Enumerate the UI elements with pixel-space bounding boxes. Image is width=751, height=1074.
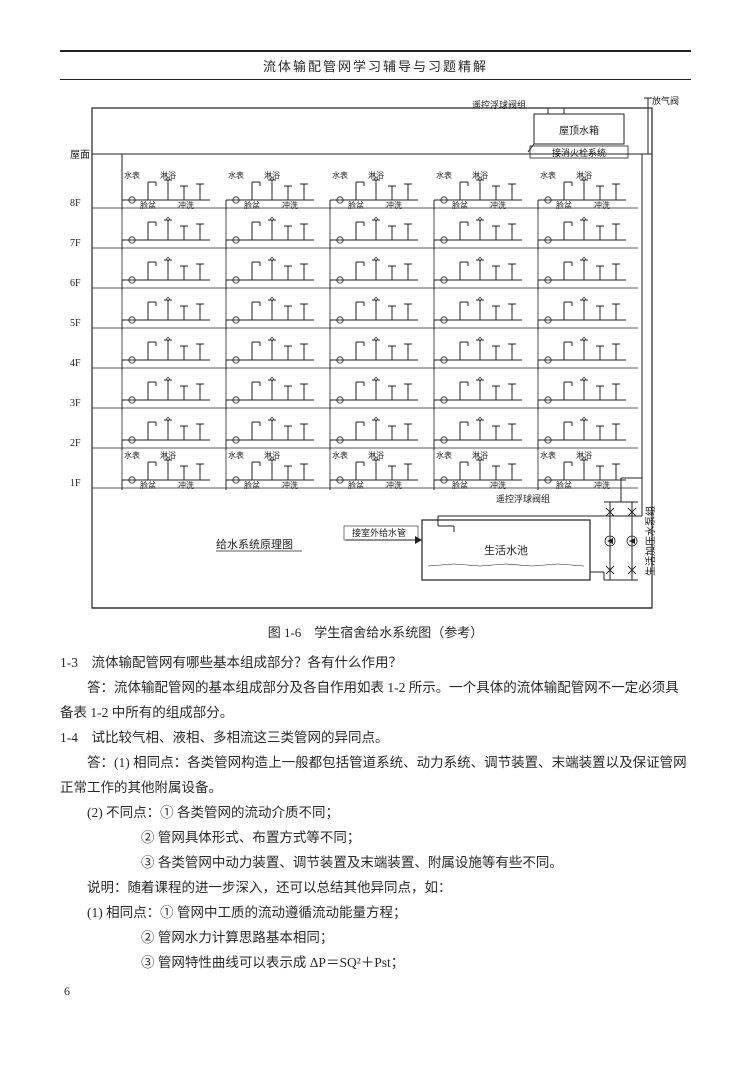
svg-text:淋浴: 淋浴 [576,450,592,460]
answer-1-4-note: 说明：随着课程的进一步深入，还可以总结其他异同点，如： [60,876,691,901]
svg-text:2F: 2F [70,438,81,449]
answer-1-4-3c: ③ 管网特性曲线可以表示成 ΔP＝SQ²＋Pst； [60,951,691,976]
svg-text:水表: 水表 [228,450,244,460]
page-number: 6 [64,984,691,999]
svg-text:屋面: 屋面 [70,149,90,161]
svg-text:8F: 8F [70,198,81,209]
svg-text:3F: 3F [70,398,81,409]
svg-text:6F: 6F [70,278,81,289]
svg-text:淋浴: 淋浴 [264,170,280,180]
page-header: 流体输配管网学习辅导与习题精解 [60,50,691,80]
svg-text:冲洗: 冲洗 [178,200,194,210]
answer-1-3: 答：流体输配管网的基本组成部分及各自作用如表 1-2 所示。一个具体的流体输配管… [60,676,691,726]
svg-text:给水系统原理图: 给水系统原理图 [216,538,293,551]
body-text: 1-3 流体输配管网有哪些基本组成部分？各有什么作用？ 答：流体输配管网的基本组… [60,651,691,976]
answer-1-4-3b: ② 管网水力计算思路基本相同； [60,926,691,951]
svg-text:4F: 4F [70,358,81,369]
svg-text:接室外给水管: 接室外给水管 [352,527,406,538]
svg-text:脸盆: 脸盆 [348,480,364,490]
svg-text:淋浴: 淋浴 [472,450,488,460]
svg-text:淋浴: 淋浴 [472,170,488,180]
svg-text:遥控浮球阀组: 遥控浮球阀组 [496,493,550,504]
svg-text:冲洗: 冲洗 [594,200,610,210]
svg-text:遥控浮球阀组: 遥控浮球阀组 [471,99,525,110]
question-1-3: 1-3 流体输配管网有哪些基本组成部分？各有什么作用？ [60,651,691,676]
svg-text:淋浴: 淋浴 [576,170,592,180]
svg-text:水表: 水表 [332,170,348,180]
svg-text:冲洗: 冲洗 [490,480,506,490]
svg-text:冲洗: 冲洗 [386,200,402,210]
answer-1-4-2c: ③ 各类管网中动力装置、调节装置及末端装置、附属设施等有些不同。 [60,851,691,876]
svg-text:淋浴: 淋浴 [160,450,176,460]
svg-text:脸盆: 脸盆 [244,200,260,210]
svg-text:脸盆: 脸盆 [556,480,572,490]
svg-text:水表: 水表 [540,170,556,180]
svg-text:水表: 水表 [436,450,452,460]
answer-1-4-3: (1) 相同点：① 管网中工质的流动遵循流动能量方程； [60,901,691,926]
svg-text:脸盆: 脸盆 [140,200,156,210]
svg-text:脸盆: 脸盆 [348,200,364,210]
svg-text:脸盆: 脸盆 [556,200,572,210]
svg-text:水表: 水表 [332,450,348,460]
svg-text:接消火栓系统: 接消火栓系统 [551,147,605,158]
svg-text:淋浴: 淋浴 [264,450,280,460]
svg-text:屋顶水箱: 屋顶水箱 [559,124,599,137]
svg-text:脸盆: 脸盆 [452,480,468,490]
figure-caption: 图 1-6 学生宿舍给水系统图（参考） [60,622,691,641]
svg-text:放气阀: 放气阀 [652,95,679,106]
answer-1-4-2b: ② 管网具体形式、布置方式等不同； [60,826,691,851]
svg-text:水表: 水表 [124,170,140,180]
svg-text:冲洗: 冲洗 [386,480,402,490]
svg-text:1F: 1F [70,478,81,489]
question-1-4: 1-4 试比较气相、液相、多相流这三类管网的异同点。 [60,726,691,751]
svg-text:脸盆: 脸盆 [244,480,260,490]
svg-text:水表: 水表 [228,170,244,180]
svg-text:5F: 5F [70,318,81,329]
answer-1-4-1: 答：(1) 相同点：各类管网构造上一般都包括管道系统、动力系统、调节装置、末端装… [60,751,691,801]
answer-1-4-2: (2) 不同点：① 各类管网的流动介质不同； [60,801,691,826]
svg-text:7F: 7F [70,238,81,249]
svg-text:生活加压水泵组: 生活加压水泵组 [644,506,657,576]
svg-text:脸盆: 脸盆 [452,200,468,210]
svg-text:冲洗: 冲洗 [282,200,298,210]
svg-text:冲洗: 冲洗 [594,480,610,490]
svg-text:冲洗: 冲洗 [490,200,506,210]
svg-text:淋浴: 淋浴 [160,170,176,180]
svg-text:生活水池: 生活水池 [484,543,528,557]
svg-text:冲洗: 冲洗 [282,480,298,490]
water-system-diagram: 屋顶水箱遥控浮球阀组放气阀接消火栓系统屋面8F水表淋浴脸盆冲洗水表淋浴脸盆冲洗水… [66,94,686,614]
svg-text:水表: 水表 [436,170,452,180]
svg-text:水表: 水表 [540,450,556,460]
svg-text:淋浴: 淋浴 [368,170,384,180]
svg-text:水表: 水表 [124,450,140,460]
svg-text:淋浴: 淋浴 [368,450,384,460]
svg-text:脸盆: 脸盆 [140,480,156,490]
svg-text:冲洗: 冲洗 [178,480,194,490]
